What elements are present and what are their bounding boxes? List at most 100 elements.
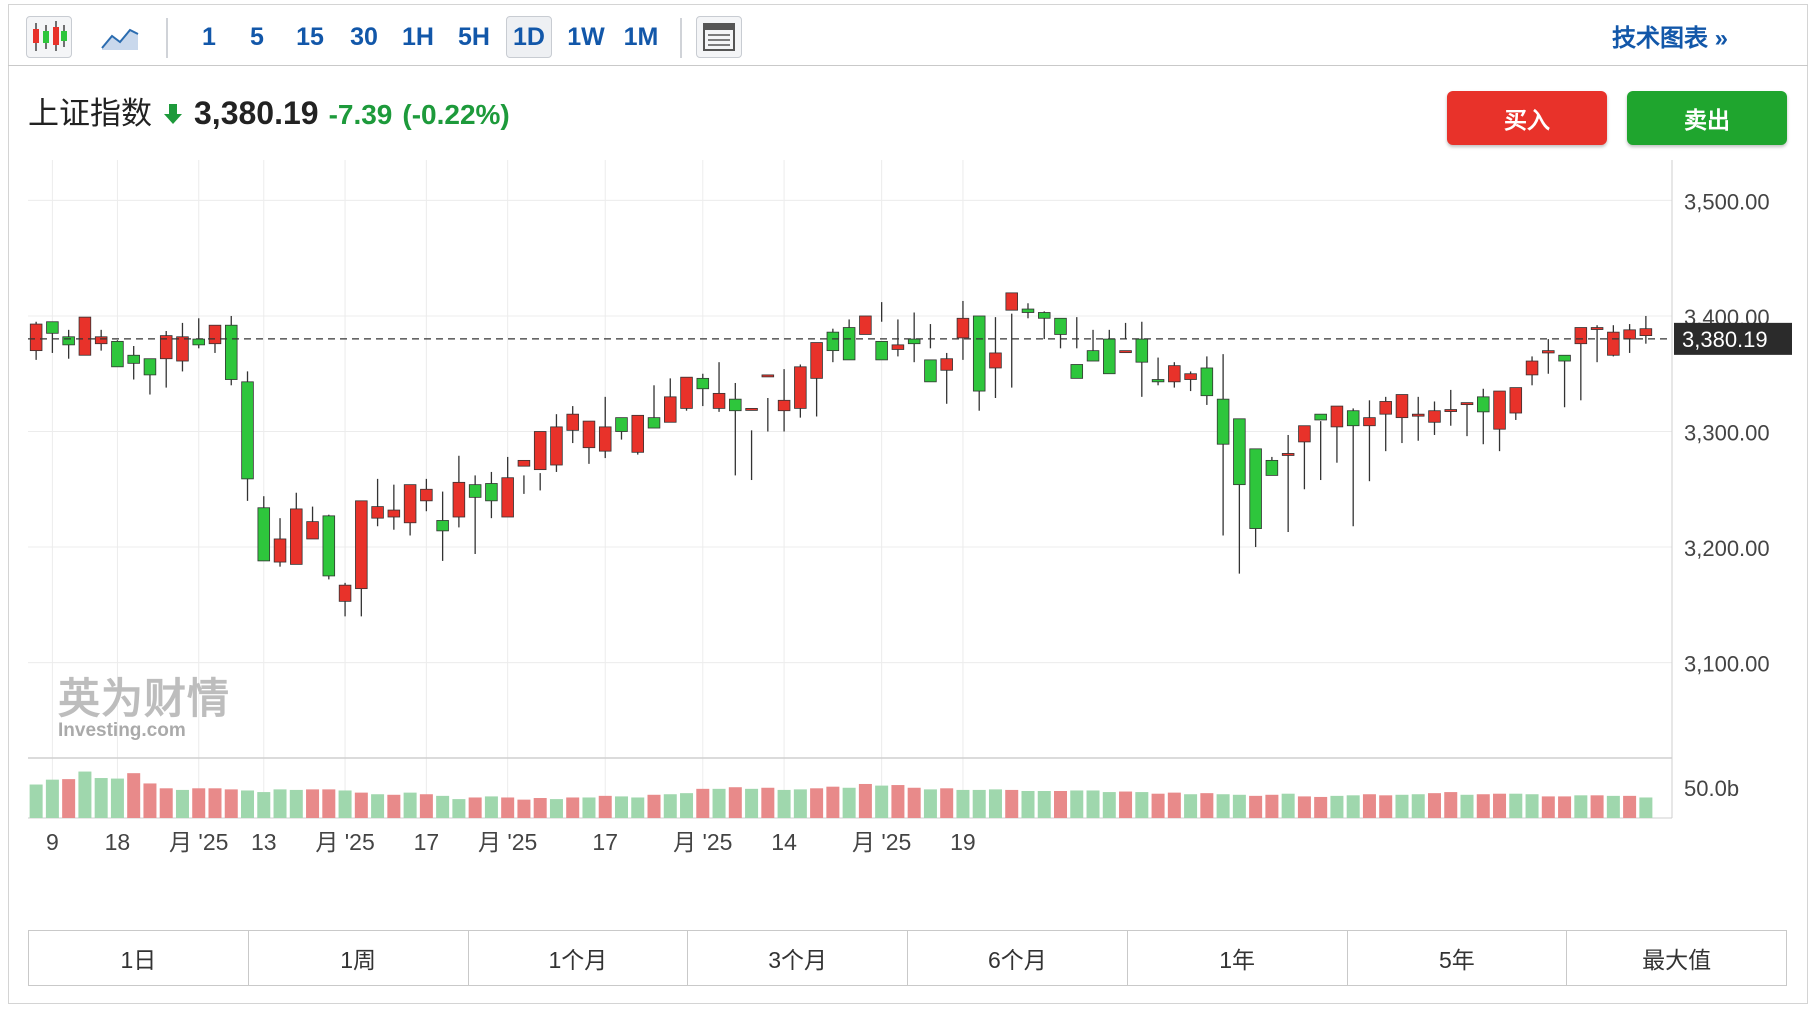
candle-body — [1151, 379, 1165, 383]
volume-bar — [761, 787, 775, 818]
candlestick-icon[interactable] — [26, 16, 72, 58]
volume-bar — [1135, 792, 1149, 818]
candle-body — [501, 477, 514, 518]
last-price-label: 3,380.19 — [1682, 327, 1768, 352]
interval-1h[interactable]: 1H — [402, 22, 434, 51]
volume-bar — [1037, 791, 1051, 818]
volume-bar — [891, 785, 905, 818]
volume-bar — [501, 797, 515, 818]
candle-body — [241, 381, 254, 480]
candle-body — [1233, 418, 1246, 486]
candle-body — [62, 336, 75, 346]
volume-bar — [403, 792, 417, 818]
candle-body — [1103, 338, 1116, 375]
candle-body — [94, 336, 108, 345]
volume-bar — [1151, 793, 1165, 818]
candle-body — [371, 506, 384, 519]
volume-bar — [175, 789, 189, 818]
instrument-header: 上证指数 3,380.19 -7.39 (-0.22%) — [28, 88, 510, 133]
range-1y[interactable]: 1年 — [1128, 931, 1348, 985]
volume-bar — [614, 796, 628, 818]
candle-body — [452, 481, 466, 518]
layout-icon[interactable] — [696, 16, 742, 58]
candle-body — [1363, 417, 1376, 427]
volume-bar — [598, 795, 612, 818]
candle-body — [1184, 373, 1197, 380]
interval-5h[interactable]: 5H — [458, 22, 490, 51]
range-1w[interactable]: 1周 — [249, 931, 469, 985]
volume-bar — [143, 783, 157, 818]
interval-5[interactable]: 5 — [250, 22, 264, 51]
volume-bar — [159, 788, 173, 818]
candle-body — [956, 317, 970, 339]
volume-bar — [1590, 795, 1604, 818]
volume-bar — [1558, 796, 1572, 818]
investing-watermark-logo: 英为财情 Investing.com — [58, 665, 230, 742]
technical-chart-link[interactable]: 技术图表 » — [1611, 25, 1728, 52]
candle-body — [1037, 312, 1051, 319]
candle-body — [29, 323, 43, 352]
volume-bar — [387, 794, 401, 818]
volume-bar — [1119, 791, 1133, 818]
candle-body — [1460, 402, 1474, 406]
volume-bar — [306, 789, 320, 818]
range-3m[interactable]: 3个月 — [688, 931, 908, 985]
volume-bar — [712, 788, 726, 818]
volume-bar — [826, 786, 840, 818]
volume-bar — [257, 792, 271, 818]
volume-bar — [1086, 790, 1100, 818]
range-1m[interactable]: 1个月 — [469, 931, 689, 985]
candle-body — [257, 507, 271, 562]
volume-bar — [533, 798, 547, 818]
volume-bar — [224, 789, 238, 818]
volume-bar — [745, 788, 759, 818]
volume-bar — [1460, 794, 1474, 818]
volume-bar — [322, 789, 336, 818]
volume-bar — [923, 789, 937, 818]
area-chart-icon[interactable] — [100, 18, 140, 54]
interval-1w[interactable]: 1W — [567, 22, 605, 51]
volume-bar — [582, 797, 596, 818]
instrument-change-percent: (-0.22%) — [402, 99, 510, 130]
range-5y[interactable]: 5年 — [1348, 931, 1568, 985]
toolbar-separator — [166, 18, 168, 58]
y-tick-label: 3,100.00 — [1684, 652, 1770, 677]
volume-bar — [663, 794, 677, 818]
interval-1d[interactable]: 1D — [506, 16, 552, 58]
volume-bar — [78, 771, 92, 818]
volume-bar — [1525, 794, 1539, 818]
candle-body — [729, 398, 742, 412]
interval-30[interactable]: 30 — [350, 22, 378, 51]
volume-bar — [29, 784, 43, 818]
candle-body — [1346, 410, 1360, 427]
volume-bar — [1346, 795, 1360, 818]
x-tick-label: 9 — [46, 829, 59, 855]
candle-body — [1005, 292, 1018, 311]
candle-body — [1639, 328, 1653, 337]
interval-15[interactable]: 15 — [296, 22, 324, 51]
candle-body — [631, 414, 645, 453]
range-1d[interactable]: 1日 — [29, 931, 249, 985]
range-6m[interactable]: 6个月 — [908, 931, 1128, 985]
candle-body — [1200, 367, 1214, 397]
candle-body — [468, 484, 482, 498]
volume-bar — [208, 788, 222, 818]
candle-body — [1168, 365, 1181, 383]
buy-button[interactable]: 买入 — [1447, 91, 1607, 145]
candle-body — [338, 584, 352, 602]
interval-1[interactable]: 1 — [202, 22, 216, 51]
volume-bar — [566, 797, 580, 818]
candle-body — [859, 315, 872, 335]
volume-bar — [875, 785, 889, 818]
candle-body — [664, 396, 677, 423]
volume-bar — [1379, 795, 1393, 818]
candle-body — [940, 358, 953, 371]
sell-button[interactable]: 卖出 — [1627, 91, 1787, 145]
x-tick-label: 月 '25 — [315, 829, 374, 855]
instrument-name: 上证指数 — [28, 96, 152, 131]
range-max[interactable]: 最大值 — [1642, 947, 1712, 973]
candle-body — [533, 431, 547, 471]
interval-1m[interactable]: 1M — [623, 22, 659, 51]
candle-body — [647, 417, 661, 429]
